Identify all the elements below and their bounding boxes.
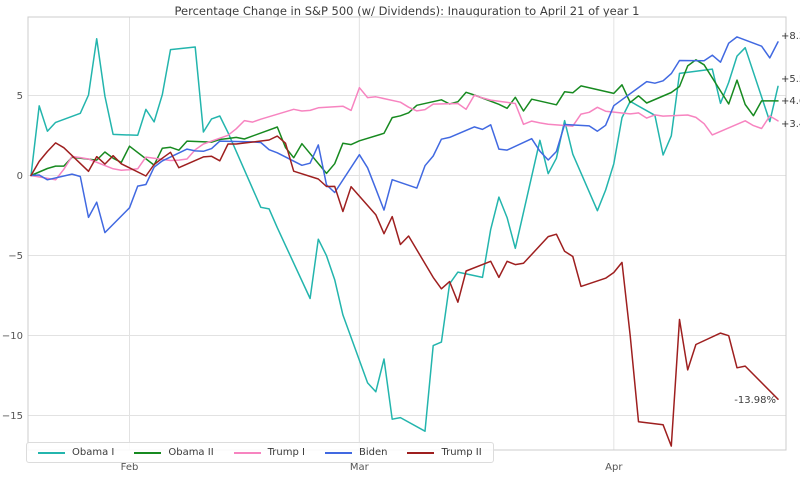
y-tick-label: 5 (17, 91, 23, 102)
legend-label: Trump II (441, 447, 482, 458)
end-value-annotation: +8.35% (781, 31, 800, 42)
legend-line-swatch (233, 451, 261, 454)
end-value-annotation: +4.66% (781, 96, 800, 107)
legend-label: Obama I (72, 447, 115, 458)
series-line-obama-ii (30, 59, 779, 177)
end-value-annotation: +5.57% (781, 74, 800, 85)
legend-line-swatch (407, 451, 435, 454)
series-line-obama-i (30, 37, 779, 432)
legend-label: Obama II (168, 447, 214, 458)
y-tick-label: −10 (2, 331, 23, 342)
legend-item-trump-i: Trump I (233, 447, 305, 458)
legend-item-obama-i: Obama I (38, 447, 114, 458)
end-value-annotation: -13.98% (734, 395, 776, 406)
legend-label: Trump I (267, 447, 305, 458)
chart-title: Percentage Change in S&P 500 (w/ Dividen… (174, 4, 640, 18)
legend: Obama I Obama II Trump I Biden Trump II (26, 442, 494, 463)
legend-line-swatch (134, 451, 162, 454)
end-value-annotation: +3.41% (781, 119, 800, 130)
legend-item-obama-ii: Obama II (134, 447, 214, 458)
legend-item-biden: Biden (324, 447, 388, 458)
series-line-trump-ii (30, 135, 779, 447)
legend-item-trump-ii: Trump II (407, 447, 482, 458)
x-tick-label: Mar (350, 462, 370, 473)
y-tick-label: −15 (2, 411, 23, 422)
legend-label: Biden (358, 447, 388, 458)
plot-border (27, 16, 787, 451)
x-tick-label: Feb (121, 462, 139, 473)
legend-line-swatch (324, 451, 352, 454)
x-tick-label: Apr (605, 462, 623, 473)
series-line-biden (30, 36, 779, 234)
y-tick-label: −5 (8, 251, 23, 262)
legend-line-swatch (38, 451, 65, 454)
y-tick-label: 0 (17, 171, 23, 182)
series-line-trump-i (30, 86, 779, 181)
